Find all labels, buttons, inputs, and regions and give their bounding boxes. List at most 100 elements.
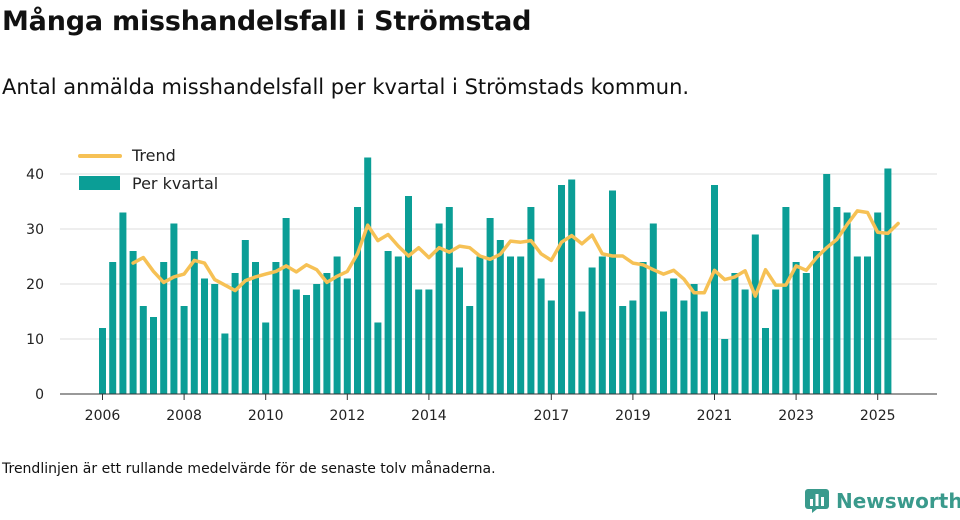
bar xyxy=(384,251,392,394)
bar xyxy=(751,234,759,394)
bar xyxy=(547,300,555,394)
bar xyxy=(231,273,239,394)
bar xyxy=(343,278,351,394)
axes: 0 10 20 30 40 2006 2008 2010 2012 2014 2017 2019 202… xyxy=(26,167,937,424)
bar xyxy=(711,185,718,394)
bar xyxy=(150,317,157,394)
bar xyxy=(578,311,586,394)
brand-logo: Newsworthy xyxy=(804,488,960,514)
bar xyxy=(445,207,453,394)
bar xyxy=(660,311,667,394)
bar xyxy=(486,218,494,394)
bar xyxy=(609,190,616,394)
bar xyxy=(864,256,871,394)
legend: Trend Per kvartal xyxy=(78,146,218,193)
bar xyxy=(415,289,423,394)
bar xyxy=(466,306,474,394)
bar xyxy=(721,339,729,394)
bar xyxy=(190,251,198,394)
y-tick-label: 20 xyxy=(26,277,44,293)
bar xyxy=(394,256,402,394)
bar xyxy=(823,174,831,394)
bar xyxy=(211,284,219,394)
bar xyxy=(884,168,892,394)
bar xyxy=(435,223,443,394)
newsworthy-logo-icon xyxy=(805,489,829,513)
bar xyxy=(241,240,249,394)
bar xyxy=(170,223,178,394)
bar xyxy=(456,267,463,394)
bar xyxy=(99,328,106,394)
bar xyxy=(598,256,606,394)
bar xyxy=(813,251,820,394)
bar xyxy=(323,273,331,394)
bar xyxy=(425,289,433,394)
legend-trend-label: Trend xyxy=(131,146,176,165)
bar xyxy=(354,207,361,394)
chart-title: Många misshandelsfall i Strömstad xyxy=(2,6,532,37)
bar xyxy=(629,300,637,394)
bar xyxy=(690,284,698,394)
bar xyxy=(129,251,137,394)
bar xyxy=(802,273,810,394)
bar xyxy=(731,273,739,394)
x-tick-label: 2023 xyxy=(778,408,814,424)
bar xyxy=(262,322,270,394)
bar xyxy=(252,262,259,394)
legend-bar-label: Per kvartal xyxy=(132,174,218,193)
bar xyxy=(874,212,882,394)
bar xyxy=(496,240,504,394)
y-tick-label: 0 xyxy=(35,387,44,403)
x-tick-label: 2017 xyxy=(533,408,569,424)
bar xyxy=(303,295,310,394)
bar xyxy=(782,207,790,394)
bar xyxy=(374,322,382,394)
bar xyxy=(588,267,596,394)
bar xyxy=(333,256,341,394)
bar xyxy=(680,300,688,394)
bar xyxy=(619,306,627,394)
y-tick-label: 30 xyxy=(26,222,44,238)
bar xyxy=(792,262,800,394)
bar xyxy=(517,256,525,394)
brand-name: Newsworthy xyxy=(836,489,960,513)
bar-line-chart: 0 10 20 30 40 2006 2008 2010 2012 2014 2017 2019 202… xyxy=(26,146,937,424)
bar xyxy=(221,333,229,394)
bar xyxy=(364,157,372,394)
trend-line xyxy=(131,209,900,298)
bar xyxy=(160,262,168,394)
bar xyxy=(670,278,678,394)
bar xyxy=(833,207,841,394)
x-tick-label: 2012 xyxy=(329,408,365,424)
bar xyxy=(201,278,208,394)
bar xyxy=(139,306,147,394)
footnote: Trendlinjen är ett rullande medelvärde f… xyxy=(2,461,496,477)
bar xyxy=(405,196,412,394)
bar xyxy=(762,328,769,394)
bar xyxy=(741,289,749,394)
x-tick-label: 2014 xyxy=(411,408,447,424)
bar xyxy=(109,262,117,394)
y-tick-label: 10 xyxy=(26,332,44,348)
bar xyxy=(649,223,657,394)
trend-series xyxy=(131,209,900,298)
x-tick-label: 2010 xyxy=(248,408,284,424)
x-tick-label: 2006 xyxy=(85,408,121,424)
chart-subtitle: Antal anmälda misshandelsfall per kvarta… xyxy=(2,75,690,99)
bar xyxy=(843,212,851,394)
bar xyxy=(180,306,188,394)
bar xyxy=(272,262,280,394)
bar xyxy=(476,256,484,394)
legend-bar-swatch xyxy=(79,176,120,190)
bar xyxy=(119,212,127,394)
x-tick-label: 2021 xyxy=(697,408,733,424)
bar xyxy=(772,289,780,394)
bar xyxy=(700,311,708,394)
y-tick-label: 40 xyxy=(26,167,44,183)
bar xyxy=(313,284,321,394)
bar xyxy=(507,256,514,394)
bar-series xyxy=(99,157,892,394)
bar xyxy=(292,289,300,394)
bar xyxy=(558,185,565,394)
bar xyxy=(537,278,545,394)
